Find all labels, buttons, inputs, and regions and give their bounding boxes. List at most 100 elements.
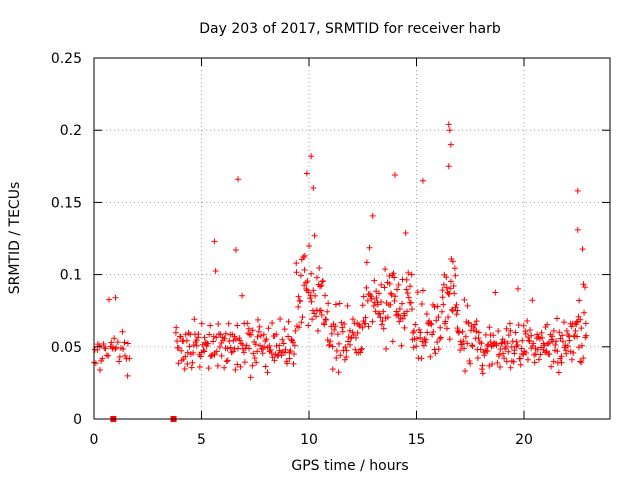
data-point [290, 360, 297, 367]
data-point [362, 314, 369, 321]
data-point [332, 323, 339, 330]
data-point [263, 336, 270, 343]
data-point [368, 295, 375, 302]
data-point [581, 309, 588, 316]
data-point [387, 290, 394, 297]
data-point [206, 331, 213, 338]
data-point [265, 325, 272, 332]
data-point [188, 364, 195, 371]
data-point [443, 325, 450, 332]
data-point [512, 329, 519, 336]
data-point [225, 320, 232, 327]
data-point [504, 340, 511, 347]
data-point [269, 354, 276, 361]
data-point [327, 338, 334, 345]
data-point [396, 305, 403, 312]
data-point [418, 301, 425, 308]
data-point [544, 341, 551, 348]
data-point [337, 352, 344, 359]
data-point [555, 369, 562, 376]
data-point [440, 281, 447, 288]
data-point [549, 333, 556, 340]
data-point [277, 315, 284, 322]
data-point [207, 353, 214, 360]
data-point [236, 337, 243, 344]
data-point [305, 289, 312, 296]
data-point [380, 325, 387, 332]
data-point [496, 351, 503, 358]
data-point [311, 232, 318, 239]
data-point [112, 345, 119, 352]
data-point [552, 342, 559, 349]
data-point [484, 348, 491, 355]
data-point [422, 336, 429, 343]
data-point [204, 340, 211, 347]
data-point [408, 271, 415, 278]
y-tick-label: 0 [73, 412, 82, 428]
data-point [326, 342, 333, 349]
data-point [173, 324, 180, 331]
data-point [570, 349, 577, 356]
data-point [174, 338, 181, 345]
data-point [541, 342, 548, 349]
data-point [354, 329, 361, 336]
data-point [447, 285, 454, 292]
data-point [524, 356, 531, 363]
data-point [281, 326, 288, 333]
data-point [429, 331, 436, 338]
data-point [224, 345, 231, 352]
data-point [393, 308, 400, 315]
data-point [321, 321, 328, 328]
data-point [505, 332, 512, 339]
data-point [126, 355, 133, 362]
data-point [442, 318, 449, 325]
data-point [378, 321, 385, 328]
data-point [386, 273, 393, 280]
data-point [388, 291, 395, 298]
y-tick-label: 0.2 [60, 123, 82, 139]
data-point [244, 320, 251, 327]
data-point [462, 333, 469, 340]
data-point [395, 281, 402, 288]
data-point [461, 296, 468, 303]
data-point [481, 352, 488, 359]
data-point [317, 283, 324, 290]
grid-lines [94, 58, 610, 419]
outlier-point [446, 127, 453, 134]
x-tick-label: 20 [515, 432, 533, 448]
data-point [548, 363, 555, 370]
data-point [416, 326, 423, 333]
data-point [474, 355, 481, 362]
data-point [181, 366, 188, 373]
data-point [434, 339, 441, 346]
data-point [498, 340, 505, 347]
x-tick-label: 15 [408, 432, 426, 448]
data-point [124, 372, 131, 379]
data-point [218, 352, 225, 359]
data-point [276, 342, 283, 349]
data-point [378, 298, 385, 305]
data-point [230, 337, 237, 344]
data-point [269, 320, 276, 327]
data-point [286, 349, 293, 356]
data-point [580, 355, 587, 362]
data-point [316, 264, 323, 271]
data-point [223, 358, 230, 365]
data-point [489, 361, 496, 368]
data-point [345, 338, 352, 345]
data-point [382, 266, 389, 273]
data-point [399, 315, 406, 322]
data-point [402, 230, 409, 237]
data-point [446, 336, 453, 343]
data-point [515, 321, 522, 328]
data-point [462, 367, 469, 374]
data-point [556, 329, 563, 336]
data-point [252, 341, 259, 348]
outlier-point [574, 226, 581, 233]
data-point [487, 339, 494, 346]
data-point [249, 362, 256, 369]
data-point [365, 323, 372, 330]
data-point [341, 320, 348, 327]
data-point [251, 355, 258, 362]
data-point [452, 304, 459, 311]
